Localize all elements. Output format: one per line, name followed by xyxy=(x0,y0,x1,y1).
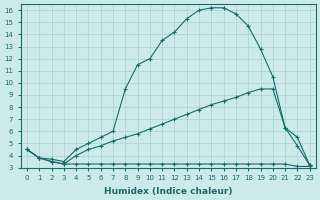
X-axis label: Humidex (Indice chaleur): Humidex (Indice chaleur) xyxy=(104,187,233,196)
